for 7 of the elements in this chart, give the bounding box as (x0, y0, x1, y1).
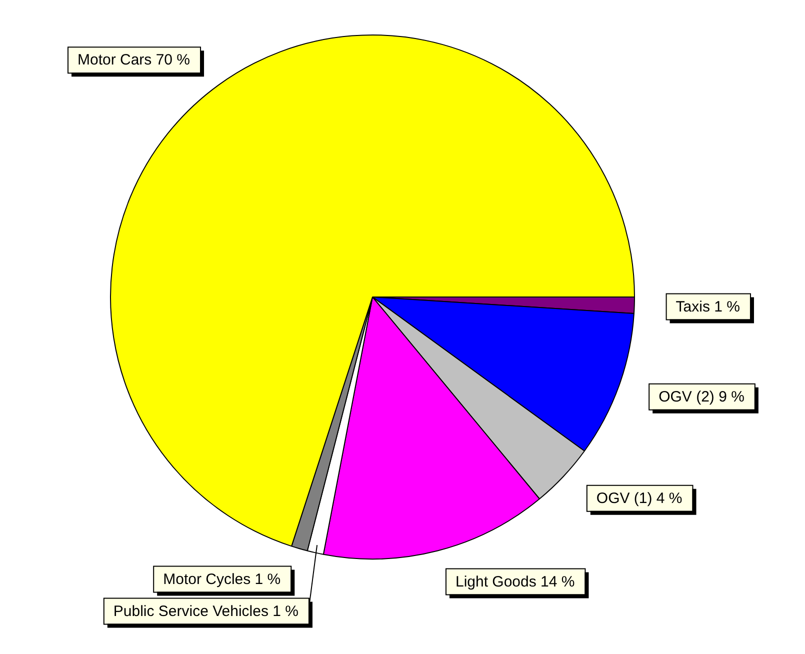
slice-label: OGV (2) 9 % (658, 388, 744, 406)
slice-label: Light Goods 14 % (455, 573, 575, 590)
slice-label: Taxis 1 % (676, 298, 740, 316)
slice-label: Motor Cars 70 % (77, 52, 190, 69)
slice-label: Public Service Vehicles 1 % (113, 602, 298, 620)
slice-label: Motor Cycles 1 % (163, 570, 281, 588)
slice-label: OGV (1) 4 % (596, 490, 682, 508)
